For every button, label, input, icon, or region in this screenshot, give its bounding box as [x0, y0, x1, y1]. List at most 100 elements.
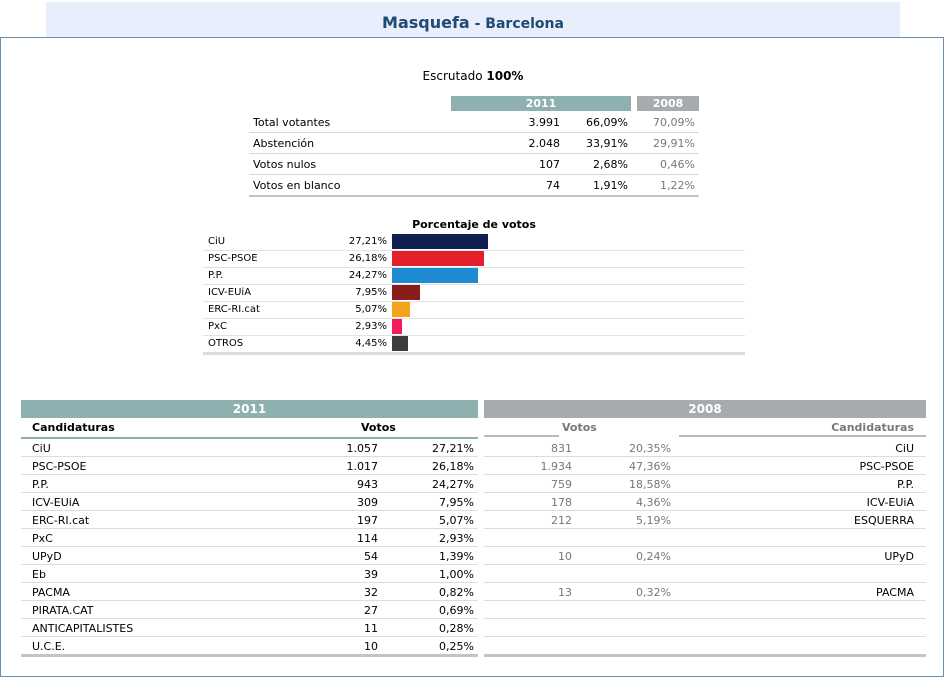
chart-bar: [392, 234, 488, 249]
result-row-current: P.P. 943 24,27%: [21, 475, 478, 493]
result-prev-votes: 178: [551, 496, 572, 509]
result-pct: 1,00%: [439, 568, 474, 581]
summary-year-prev: 2008: [637, 96, 699, 111]
summary-year-current: 2011: [451, 96, 631, 111]
chart-bar: [392, 285, 421, 300]
result-prev-pct: 5,19%: [636, 514, 671, 527]
result-prev-pct: 18,58%: [629, 478, 671, 491]
chart-bar: [392, 319, 403, 334]
result-pct: 24,27%: [432, 478, 474, 491]
result-votes: 54: [364, 550, 378, 563]
chart-bar: [392, 336, 408, 351]
result-pct: 2,93%: [439, 532, 474, 545]
chart-category-label: PSC-PSOE: [208, 253, 258, 264]
result-votes: 10: [364, 640, 378, 653]
escrutado-label: Escrutado: [422, 69, 483, 83]
results-year-current: 2011: [21, 400, 478, 418]
chart-bar: [392, 302, 410, 317]
result-party: U.C.E.: [32, 640, 66, 653]
chart-data-label: 26,18%: [348, 253, 387, 264]
result-row-current: PxC 114 2,93%: [21, 529, 478, 547]
summary-label: Votos nulos: [253, 158, 317, 171]
results-header-current: Candidaturas Votos: [21, 418, 478, 439]
result-row-prev: [484, 619, 926, 637]
result-votes: 1.017: [346, 460, 379, 473]
result-row-current: PACMA 32 0,82%: [21, 583, 478, 601]
town-name: Masquefa: [382, 13, 470, 32]
result-row-current: ERC-RI.cat 197 5,07%: [21, 511, 478, 529]
result-row-current: PSC-PSOE 1.017 26,18%: [21, 457, 478, 475]
result-prev-votes: 831: [551, 442, 572, 455]
summary-pct: 2,68%: [593, 158, 628, 171]
result-pct: 1,39%: [439, 550, 474, 563]
summary-count: 74: [546, 179, 560, 192]
result-prev-party: PACMA: [876, 586, 914, 599]
chart-row: ERC-RI.cat 5,07%: [203, 301, 745, 319]
result-prev-party: ICV-EUiA: [866, 496, 914, 509]
result-prev-votes: 759: [551, 478, 572, 491]
result-pct: 26,18%: [432, 460, 474, 473]
chart-category-label: CiU: [208, 236, 226, 247]
result-row-prev: 1.934 47,36% PSC-PSOE: [484, 457, 926, 475]
result-party: ANTICAPITALISTES: [32, 622, 134, 635]
chart-data-label: 4,45%: [355, 338, 387, 349]
result-row-prev: 759 18,58% P.P.: [484, 475, 926, 493]
summary-count: 2.048: [528, 137, 561, 150]
summary-pct: 1,91%: [593, 179, 628, 192]
result-pct: 7,95%: [439, 496, 474, 509]
result-row-prev: 13 0,32% PACMA: [484, 583, 926, 601]
chart-row: PxC 2,93%: [203, 318, 745, 336]
result-votes: 943: [357, 478, 378, 491]
header-separator: -: [469, 16, 486, 32]
chart-row: P.P. 24,27%: [203, 267, 745, 285]
province-name: Barcelona: [485, 16, 564, 32]
summary-prev-pct: 70,09%: [653, 116, 695, 129]
result-prev-party: UPyD: [884, 550, 914, 563]
chart-category-label: P.P.: [208, 270, 224, 281]
result-votes: 39: [364, 568, 378, 581]
results-header-prev: Votos Candidaturas: [484, 418, 926, 437]
result-prev-votes: 10: [558, 550, 572, 563]
result-party: ICV-EUiA: [32, 496, 80, 509]
result-row-prev: [484, 565, 926, 583]
result-pct: 0,82%: [439, 586, 474, 599]
result-row-current: CiU 1.057 27,21%: [21, 439, 478, 457]
chart-bar: [392, 251, 485, 266]
result-votes: 32: [364, 586, 378, 599]
page-header: Masquefa - Barcelona: [46, 2, 900, 37]
result-pct: 0,28%: [439, 622, 474, 635]
result-row-current: ANTICAPITALISTES 11 0,28%: [21, 619, 478, 637]
chart-row: CiU 27,21%: [203, 233, 745, 251]
result-row-prev: 831 20,35% CiU: [484, 439, 926, 457]
result-pct: 5,07%: [439, 514, 474, 527]
result-pct: 27,21%: [432, 442, 474, 455]
result-votes: 1.057: [346, 442, 379, 455]
result-votes: 11: [364, 622, 378, 635]
chart-data-label: 2,93%: [355, 321, 387, 332]
chart-row: ICV-EUiA 7,95%: [203, 284, 745, 302]
result-row-current: ICV-EUiA 309 7,95%: [21, 493, 478, 511]
result-party: PxC: [32, 532, 53, 545]
result-prev-party: CiU: [895, 442, 914, 455]
result-prev-party: ESQUERRA: [854, 514, 914, 527]
result-votes: 114: [357, 532, 378, 545]
result-party: PIRATA.CAT: [32, 604, 94, 617]
summary-label: Abstención: [253, 137, 315, 150]
results-frame: [0, 37, 944, 677]
result-party: P.P.: [32, 478, 49, 491]
result-prev-votes: 212: [551, 514, 572, 527]
chart-data-label: 24,27%: [348, 270, 387, 281]
result-prev-pct: 20,35%: [629, 442, 671, 455]
result-row-prev: [484, 637, 926, 657]
col-votos-current: Votos: [361, 421, 396, 434]
result-party: PSC-PSOE: [32, 460, 87, 473]
result-prev-party: PSC-PSOE: [859, 460, 915, 473]
chart-title: Porcentaje de votos: [412, 218, 536, 231]
summary-pct: 66,09%: [586, 116, 628, 129]
result-row-current: PIRATA.CAT 27 0,69%: [21, 601, 478, 619]
chart-category-label: OTROS: [208, 338, 244, 349]
result-prev-votes: 13: [558, 586, 572, 599]
result-prev-votes: 1.934: [540, 460, 573, 473]
result-pct: 0,25%: [439, 640, 474, 653]
result-row-prev: 212 5,19% ESQUERRA: [484, 511, 926, 529]
